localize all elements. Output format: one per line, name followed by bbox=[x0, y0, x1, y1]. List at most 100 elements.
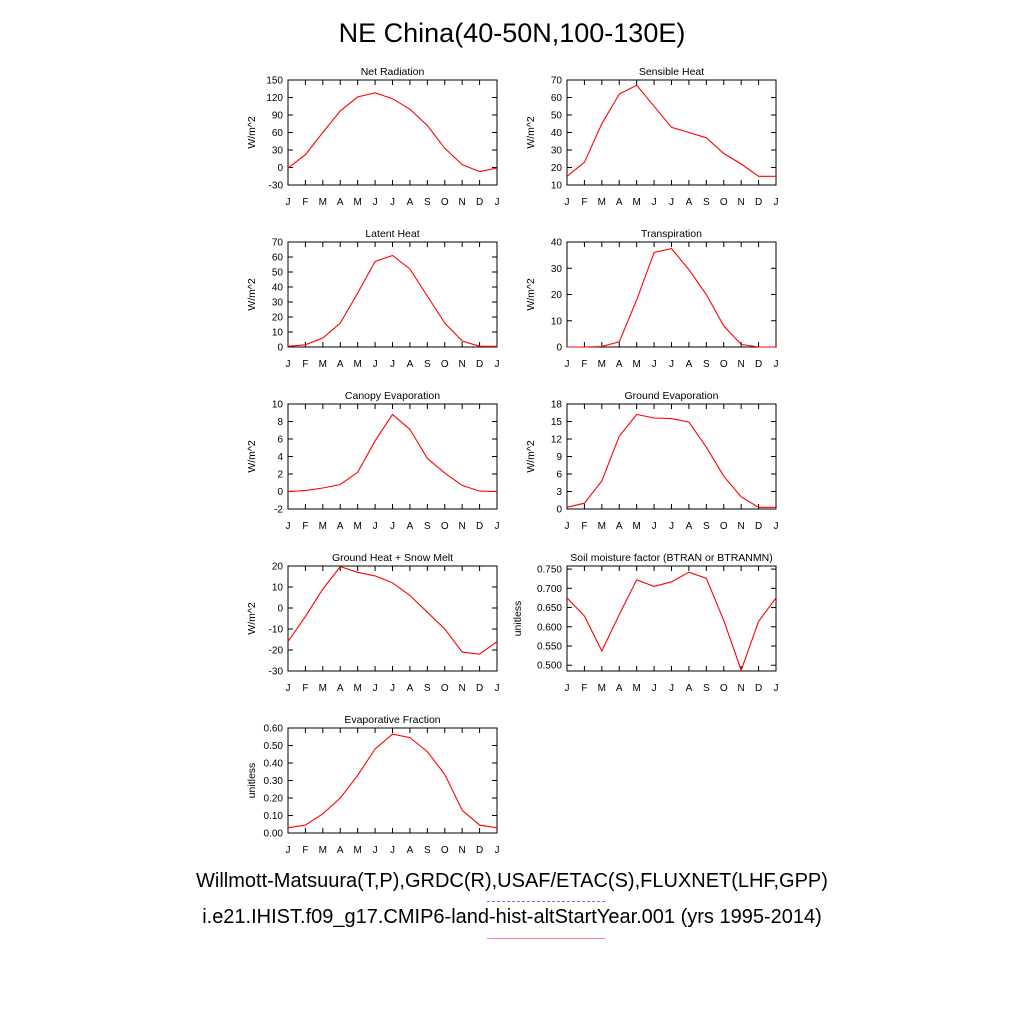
x-tick-label: M bbox=[353, 683, 361, 694]
y-axis-label: W/m^2 bbox=[246, 116, 258, 149]
y-tick-label: 30 bbox=[551, 146, 563, 157]
y-tick-label: 70 bbox=[272, 238, 284, 249]
y-tick-label: 150 bbox=[266, 76, 283, 87]
y-tick-label: 60 bbox=[272, 253, 284, 264]
y-tick-label: 8 bbox=[277, 417, 283, 428]
x-tick-label: D bbox=[755, 521, 762, 532]
y-tick-label: 30 bbox=[551, 264, 563, 275]
x-tick-label: D bbox=[476, 197, 483, 208]
x-tick-label: A bbox=[407, 683, 414, 694]
x-tick-label: O bbox=[441, 359, 449, 370]
x-tick-label: S bbox=[703, 683, 710, 694]
x-tick-label: S bbox=[424, 359, 431, 370]
x-tick-label: J bbox=[774, 197, 779, 208]
series-line bbox=[287, 92, 498, 173]
x-tick-label: J bbox=[669, 521, 674, 532]
x-tick-label: F bbox=[302, 197, 308, 208]
x-tick-label: O bbox=[441, 845, 449, 856]
x-tick-label: J bbox=[286, 197, 291, 208]
x-tick-label: M bbox=[319, 683, 327, 694]
x-tick-label: O bbox=[720, 683, 728, 694]
x-tick-label: J bbox=[373, 683, 378, 694]
x-tick-label: J bbox=[495, 845, 500, 856]
y-tick-label: 30 bbox=[272, 298, 284, 309]
series-line bbox=[566, 571, 777, 672]
panel-frame bbox=[287, 727, 498, 834]
x-tick-label: A bbox=[407, 359, 414, 370]
x-tick-label: A bbox=[686, 683, 693, 694]
x-tick-label: M bbox=[598, 197, 606, 208]
x-tick-label: D bbox=[476, 683, 483, 694]
series-line bbox=[567, 247, 776, 348]
x-tick-label: N bbox=[459, 521, 466, 532]
x-tick-label: D bbox=[755, 197, 762, 208]
panel-frame bbox=[287, 241, 498, 348]
panel-frame bbox=[287, 565, 498, 672]
x-tick-label: O bbox=[441, 521, 449, 532]
x-tick-label: F bbox=[581, 683, 587, 694]
x-tick-label: D bbox=[476, 845, 483, 856]
y-tick-label: 40 bbox=[551, 238, 563, 249]
x-tick-label: S bbox=[703, 359, 710, 370]
x-tick-label: N bbox=[738, 359, 745, 370]
x-tick-label: J bbox=[565, 521, 570, 532]
x-tick-label: A bbox=[337, 683, 344, 694]
x-tick-label: A bbox=[616, 683, 623, 694]
x-tick-label: M bbox=[319, 197, 327, 208]
legend-model-solid-swatch bbox=[487, 938, 605, 939]
x-tick-label: N bbox=[738, 521, 745, 532]
y-tick-label: 20 bbox=[551, 163, 563, 174]
y-tick-label: 9 bbox=[556, 452, 562, 463]
x-tick-label: J bbox=[652, 197, 657, 208]
y-axis-label: unitless bbox=[512, 601, 524, 637]
x-tick-label: A bbox=[686, 359, 693, 370]
x-tick-label: J bbox=[286, 683, 291, 694]
x-tick-label: J bbox=[373, 845, 378, 856]
legend-model-label: i.e21.IHIST.f09_g17.CMIP6-land-hist-altS… bbox=[202, 906, 822, 928]
y-tick-label: -30 bbox=[269, 667, 284, 678]
y-tick-label: 70 bbox=[551, 76, 563, 87]
x-tick-label: A bbox=[337, 521, 344, 532]
legend-observations-label: Willmott-Matsuura(T,P),GRDC(R),USAF/ETAC… bbox=[196, 870, 828, 892]
panel-title: Net Radiation bbox=[361, 66, 425, 78]
x-tick-label: S bbox=[424, 845, 431, 856]
x-tick-label: S bbox=[703, 521, 710, 532]
x-tick-label: S bbox=[424, 683, 431, 694]
x-tick-label: F bbox=[302, 359, 308, 370]
x-tick-label: S bbox=[424, 197, 431, 208]
panel-title: Latent Heat bbox=[365, 228, 419, 240]
x-tick-label: M bbox=[598, 683, 606, 694]
x-tick-label: S bbox=[424, 521, 431, 532]
y-tick-label: 60 bbox=[272, 128, 284, 139]
y-tick-label: 10 bbox=[272, 328, 284, 339]
x-tick-label: D bbox=[755, 359, 762, 370]
panel-title: Canopy Evaporation bbox=[345, 390, 440, 402]
x-tick-label: A bbox=[407, 521, 414, 532]
y-tick-label: 15 bbox=[551, 417, 563, 428]
y-tick-label: 0.750 bbox=[537, 565, 562, 576]
x-tick-label: A bbox=[686, 521, 693, 532]
y-tick-label: 0.60 bbox=[264, 724, 284, 735]
series-line bbox=[287, 413, 498, 493]
y-tick-label: 3 bbox=[556, 487, 562, 498]
y-tick-label: 40 bbox=[551, 128, 563, 139]
panel-title: Transpiration bbox=[641, 228, 702, 240]
x-tick-label: J bbox=[565, 359, 570, 370]
y-axis-label: W/m^2 bbox=[246, 602, 258, 635]
x-tick-label: A bbox=[337, 197, 344, 208]
x-tick-label: A bbox=[407, 845, 414, 856]
x-tick-label: A bbox=[337, 845, 344, 856]
y-tick-label: 0.00 bbox=[264, 829, 284, 840]
x-tick-label: J bbox=[495, 359, 500, 370]
x-tick-label: M bbox=[319, 845, 327, 856]
x-tick-label: J bbox=[669, 359, 674, 370]
panel-title: Soil moisture factor (BTRAN or BTRANMN) bbox=[570, 552, 772, 564]
x-tick-label: M bbox=[353, 359, 361, 370]
x-tick-label: J bbox=[286, 521, 291, 532]
x-tick-label: O bbox=[441, 683, 449, 694]
x-tick-label: A bbox=[337, 359, 344, 370]
